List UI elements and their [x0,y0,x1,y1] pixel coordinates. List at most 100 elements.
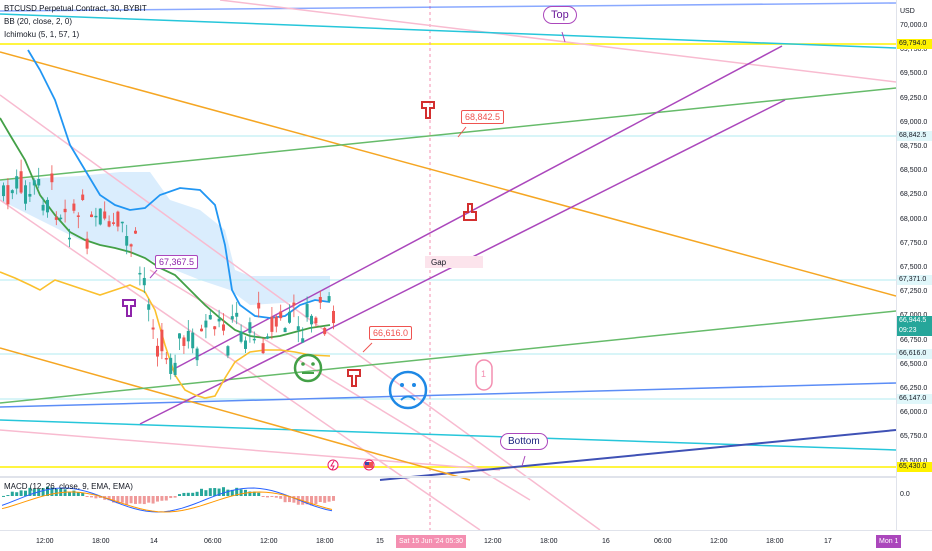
candle-body [134,230,137,234]
candle-body [266,336,269,339]
candle-body [142,277,146,286]
callout-68842[interactable]: 68,842.5 [461,110,505,124]
bb-indicator-legend[interactable]: BB (20, close, 2, 0) [4,17,73,26]
pane-separator[interactable] [0,476,896,478]
currency-label[interactable]: USD [900,8,915,15]
time-tick-label: 12:00 [484,538,502,545]
trend-line-cyan-top[interactable] [0,13,896,49]
price-tick-label: 66,250.0 [900,385,928,392]
trend-line-orange-1[interactable] [0,51,896,297]
macd-histogram-bar [32,488,36,496]
macd-histogram-bar [235,487,239,496]
macd-histogram-bar [85,496,89,497]
price-tick-label: 65,750.0 [900,433,928,441]
time-tick-label: 14 [150,538,158,545]
marker-one-box[interactable] [475,359,493,391]
trend-line-cyan-bottom[interactable] [0,419,896,451]
top-bubble-tail [561,31,566,43]
symbol-title[interactable]: BTCUSD Perpetual Contract, 30, BYBIT [4,4,147,13]
macd-histogram-bar [142,496,146,505]
price-tick-label: 65,500.0 [900,458,927,465]
ichimoku-cloud [0,172,330,305]
time-tick-label: 18:00 [316,538,334,545]
candle-body [182,337,186,346]
candle-body [217,318,221,322]
pointing-hand-down-icon-red-2 [347,369,361,387]
candle-body [37,178,41,186]
price-axis[interactable]: USD 70,000.0 69,750.0 69,500.0 69,250.0 69,0… [896,0,932,530]
macd-histogram-bar [37,488,41,496]
ichimoku-indicator-legend[interactable]: Ichimoku (5, 1, 57, 1) [4,30,80,39]
callout-67367[interactable]: 67,367.5 [155,255,199,269]
time-tick-label: 12:00 [36,538,54,545]
candle-body [310,315,313,325]
candle-body [19,171,23,193]
top-level-price-tag: 69,794.0 [897,39,932,49]
macd-histogram-bar [28,487,32,496]
trend-line-pink-3[interactable] [0,199,481,530]
us-flag-icon[interactable] [363,459,375,471]
candle-body [305,304,309,318]
time-axis[interactable]: 12:00 18:00 14 06:00 12:00 18:00 15 12:00 18:00 1… [0,530,932,551]
candle-body [208,315,212,320]
time-tick-label: 18:00 [766,538,784,545]
candle-body [50,173,54,183]
candle-body [292,302,296,306]
macd-histogram-bar [314,496,318,504]
macd-zero-label: 0.0 [900,491,910,498]
trend-line-pink-2[interactable] [0,94,601,530]
macd-histogram-bar [230,489,234,496]
candle-body [138,272,142,275]
macd-signal-line [1,491,333,513]
macd-histogram-bar [24,490,27,496]
time-tick-label: 15 [376,538,384,545]
callout-66616[interactable]: 66,616.0 [369,326,413,340]
macd-histogram-bar [178,494,181,496]
trend-line-green-2[interactable] [0,310,896,404]
price-tick-label: 67,750.0 [900,239,928,247]
cursor-time-tag: Sat 15 Jun '24 05:30 [396,535,466,548]
candle-body [41,204,45,211]
macd-histogram-bar [252,491,256,496]
callout-67367-tail [149,269,158,279]
trend-line-green-1[interactable] [0,87,896,181]
bottom-level-price-tag: 65,430.0 [897,462,932,472]
macd-histogram-bar [292,496,296,503]
macd-histogram-bar [125,496,129,505]
macd-histogram-bar [279,496,283,499]
candle-body [332,310,335,324]
trend-line-orange-2[interactable] [0,347,471,481]
time-tick-label: 06:00 [204,538,222,545]
bottom-bubble[interactable]: Bottom [500,433,548,450]
trend-line-pink-5[interactable] [0,429,501,471]
chart-area[interactable] [0,0,896,530]
time-tick-label: 06:00 [654,538,672,545]
macd-indicator-legend[interactable]: MACD (12, 26, close, 9, EMA, EMA) [4,482,133,491]
candle-body [72,203,76,211]
candle-body [283,328,287,333]
candle-body [244,340,247,349]
macd-histogram-bar [68,492,71,496]
macd-histogram-bar [81,492,85,496]
candle-body [274,316,278,327]
macd-histogram-bar [107,496,111,501]
trend-line-navy[interactable] [379,429,896,481]
lightning-icon[interactable] [327,459,339,471]
trend-line-blue-low[interactable] [0,382,896,408]
price-tick-label: 68,750.0 [900,143,928,150]
candle-body [173,362,177,375]
price-tick-label: 69,000.0 [900,118,928,126]
tp-price-tag: 68,842.5 [897,131,932,141]
channel-line-purple-upper[interactable] [171,45,783,371]
macd-histogram-bar [98,496,102,499]
gap-zone [425,256,483,268]
macd-histogram-bar [195,491,199,496]
trend-line-pink-1[interactable] [219,0,896,83]
top-bubble[interactable]: Top [543,6,577,24]
price-tick-label: 67,000.0 [900,312,927,319]
trend-line-pink-4[interactable] [149,269,531,501]
candle-body [191,332,195,349]
macd-histogram-bar [2,495,5,497]
macd-histogram-bar [151,496,155,504]
trend-line-blue-top[interactable] [0,2,896,12]
